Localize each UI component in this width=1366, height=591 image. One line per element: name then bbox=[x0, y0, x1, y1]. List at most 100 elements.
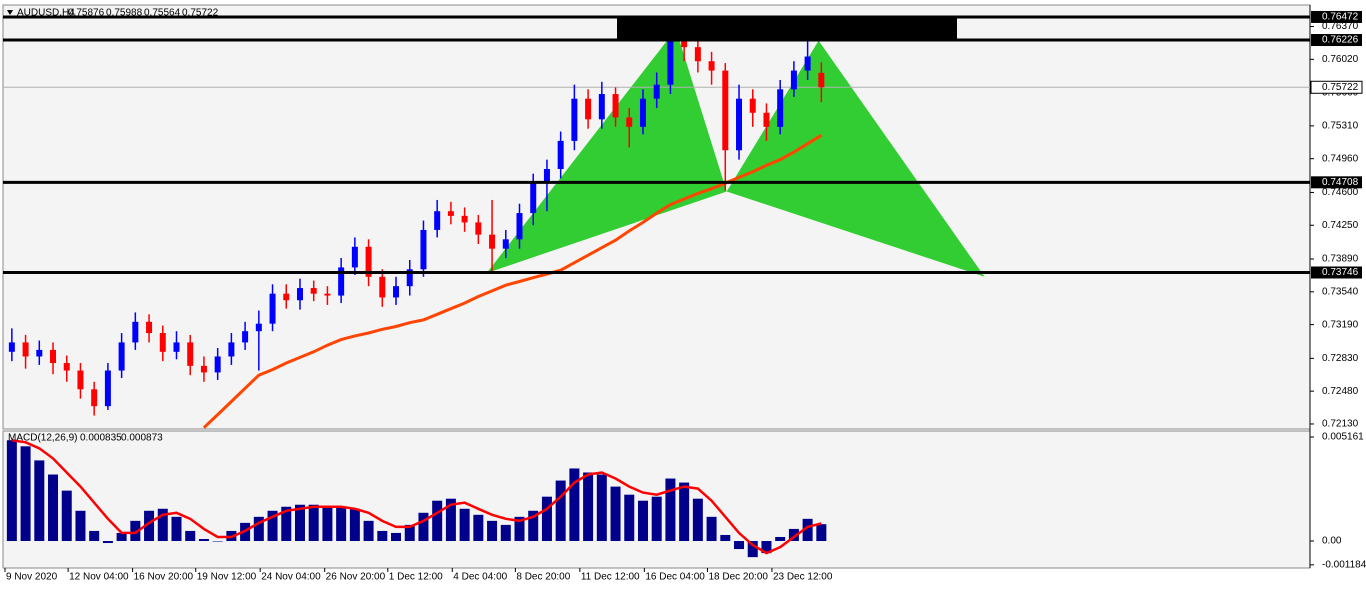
y-tick-label: 0.73890 bbox=[1322, 254, 1359, 265]
candle-body bbox=[91, 389, 98, 407]
candle-body bbox=[818, 72, 825, 88]
candle-body bbox=[557, 140, 564, 170]
level-label: 0.74708 bbox=[1322, 177, 1359, 188]
candle-body bbox=[516, 213, 523, 240]
candle-body bbox=[77, 370, 84, 390]
candle-body bbox=[50, 349, 57, 364]
macd-bar bbox=[720, 534, 731, 542]
candle-body bbox=[159, 333, 166, 352]
macd-bar bbox=[624, 494, 635, 542]
candle-body bbox=[804, 56, 811, 71]
candle-body bbox=[118, 342, 125, 371]
candle-body bbox=[8, 342, 15, 352]
macd-bar bbox=[500, 524, 511, 542]
level-tag bbox=[1311, 266, 1362, 279]
macd-bar bbox=[391, 532, 402, 542]
candle-body bbox=[379, 276, 386, 298]
macd-bar bbox=[761, 541, 772, 554]
chart-layer: 0.763700.760200.756600.753100.749600.746… bbox=[3, 10, 1366, 583]
macd-bar bbox=[816, 524, 827, 542]
macd-bar bbox=[637, 500, 648, 542]
candle-body bbox=[269, 293, 276, 324]
macd-bar bbox=[583, 472, 594, 542]
candle-body bbox=[338, 267, 345, 296]
macd-title: MACD(12,26,9) bbox=[8, 433, 77, 444]
macd-bar bbox=[665, 478, 676, 542]
candle-body bbox=[22, 342, 29, 357]
candle-body bbox=[543, 169, 550, 184]
macd-bar bbox=[34, 460, 45, 542]
macd-bar bbox=[377, 530, 388, 542]
x-tick-label: 23 Dec 12:00 bbox=[773, 572, 833, 583]
macd-bar bbox=[157, 508, 168, 542]
y-tick-label: 0.005161 bbox=[1322, 432, 1364, 443]
candle-body bbox=[228, 342, 235, 357]
x-tick-label: 26 Nov 20:00 bbox=[326, 572, 386, 583]
candle-body bbox=[351, 246, 358, 268]
macd-bar bbox=[541, 496, 552, 542]
candle-body bbox=[598, 94, 605, 120]
macd-bar bbox=[116, 532, 127, 542]
macd-bar bbox=[294, 504, 305, 542]
macd-bar bbox=[734, 541, 745, 550]
macd-bar bbox=[610, 486, 621, 542]
level-label: 0.76472 bbox=[1322, 12, 1359, 23]
x-tick-label: 1 Dec 12:00 bbox=[389, 572, 443, 583]
macd-bar bbox=[514, 516, 525, 542]
macd-bar bbox=[555, 480, 566, 542]
x-tick-label: 11 Dec 12:00 bbox=[581, 572, 640, 583]
x-tick-label: 4 Dec 04:00 bbox=[453, 572, 507, 583]
level-tag bbox=[1311, 10, 1362, 23]
macd-bar bbox=[487, 520, 498, 542]
menu-arrow[interactable] bbox=[7, 10, 13, 15]
candle-body bbox=[585, 98, 592, 120]
macd-bar bbox=[267, 510, 278, 542]
candle-body bbox=[365, 246, 372, 277]
candle-body bbox=[681, 37, 688, 48]
candle-body bbox=[296, 288, 303, 301]
macd-bar bbox=[418, 512, 429, 542]
candle-body bbox=[200, 365, 207, 373]
level-label: 0.76226 bbox=[1322, 35, 1359, 46]
candle-body bbox=[434, 211, 441, 230]
macd-bar bbox=[336, 506, 347, 542]
macd-bar bbox=[651, 496, 662, 542]
candle-body bbox=[406, 269, 413, 287]
macd-bar bbox=[596, 474, 607, 542]
candle-body bbox=[255, 323, 262, 332]
x-tick-label: 19 Nov 12:00 bbox=[197, 572, 257, 583]
candle-body bbox=[475, 222, 482, 235]
macd-bar bbox=[171, 516, 182, 542]
macd-bar bbox=[747, 541, 758, 558]
candle-body bbox=[104, 370, 111, 407]
y-tick-label: 0.00 bbox=[1322, 536, 1342, 547]
macd-bar bbox=[102, 541, 113, 544]
x-tick-label: 18 Dec 20:00 bbox=[708, 572, 768, 583]
candle-body bbox=[749, 98, 756, 113]
macd-bar bbox=[775, 536, 786, 542]
macd-value: 0.000835 bbox=[80, 433, 122, 444]
candle-body bbox=[639, 98, 646, 127]
macd-bar bbox=[404, 524, 415, 542]
candle-body bbox=[571, 98, 578, 141]
macd-bar bbox=[706, 516, 717, 542]
macd-bar bbox=[281, 506, 292, 542]
y-tick-label: 0.73540 bbox=[1322, 286, 1359, 297]
level-tag bbox=[1311, 34, 1362, 47]
candle-body bbox=[324, 293, 331, 296]
y-tick-label: 0.73190 bbox=[1322, 319, 1359, 330]
candle-body bbox=[132, 321, 139, 343]
y-tick-label: 0.74960 bbox=[1322, 153, 1359, 164]
candle-body bbox=[187, 342, 194, 366]
macd-bar bbox=[363, 520, 374, 542]
candle-body bbox=[502, 239, 509, 249]
macd-bar bbox=[130, 520, 141, 542]
macd-bar bbox=[308, 504, 319, 542]
trade-panel[interactable] bbox=[617, 17, 957, 40]
level-tag bbox=[1311, 176, 1362, 189]
candle-body bbox=[708, 61, 715, 71]
y-tick-label: 0.74250 bbox=[1322, 220, 1359, 231]
candle-body bbox=[447, 211, 454, 216]
y-tick-label: 0.76370 bbox=[1322, 21, 1359, 32]
